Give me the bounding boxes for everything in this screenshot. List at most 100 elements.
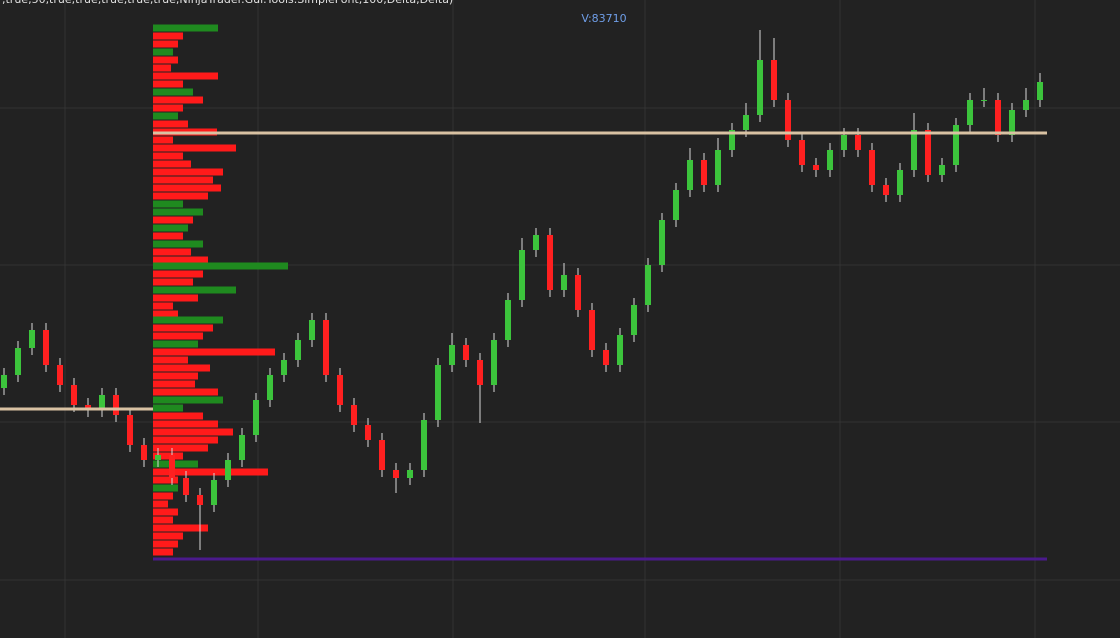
profile-bar xyxy=(153,436,218,444)
candle-body xyxy=(925,130,931,175)
profile-bar xyxy=(153,136,173,144)
levels xyxy=(0,131,1047,561)
candle-body xyxy=(883,185,889,195)
profile-bar xyxy=(153,468,268,476)
candle-body xyxy=(183,478,189,495)
profile-bar xyxy=(153,208,203,216)
volume-label: V:83710 xyxy=(581,12,626,25)
profile-bar xyxy=(153,420,218,428)
candle-body xyxy=(715,150,721,185)
profile-bar xyxy=(153,340,198,348)
candle-body xyxy=(897,170,903,195)
candle-body xyxy=(113,395,119,415)
profile-bar xyxy=(153,356,188,364)
candle-body xyxy=(659,220,665,265)
profile-bar xyxy=(153,80,183,88)
profile-bar xyxy=(153,294,198,302)
candle-body xyxy=(547,235,553,290)
candle-body xyxy=(575,275,581,310)
candle-body xyxy=(771,60,777,100)
profile-bar xyxy=(153,396,223,404)
profile-bar xyxy=(153,484,178,492)
candle-body xyxy=(351,405,357,425)
profile-bar xyxy=(153,248,191,256)
candle-body xyxy=(855,135,861,150)
candle-body xyxy=(239,435,245,460)
profile-bar xyxy=(153,168,223,176)
profile-bar xyxy=(153,48,173,56)
profile-bar xyxy=(153,120,188,128)
profile-bar xyxy=(153,412,203,420)
candle-body xyxy=(477,360,483,385)
candle-body xyxy=(589,310,595,350)
profile-bar xyxy=(153,508,178,516)
profile-bar xyxy=(153,40,178,48)
candle-body xyxy=(701,160,707,185)
candle-body xyxy=(519,250,525,300)
candle-body xyxy=(491,340,497,385)
candle-body xyxy=(967,100,973,125)
candle-body xyxy=(365,425,371,440)
profile-bar xyxy=(153,452,183,460)
volume-profile xyxy=(153,24,288,556)
candle-body xyxy=(953,125,959,165)
candle-body xyxy=(743,115,749,130)
profile-bar xyxy=(153,444,208,452)
profile-bar xyxy=(153,152,183,160)
candle-body xyxy=(1037,82,1043,100)
profile-bar xyxy=(153,524,208,532)
profile-bar xyxy=(153,372,198,380)
candle-body xyxy=(155,455,161,460)
candle-body xyxy=(169,455,175,478)
candle-body xyxy=(757,60,763,115)
candle-body xyxy=(995,100,1001,135)
candle-body xyxy=(449,345,455,365)
profile-bar xyxy=(153,428,233,436)
candle-body xyxy=(421,420,427,470)
candle-body xyxy=(533,235,539,250)
profile-bar xyxy=(153,404,183,412)
profile-bar xyxy=(153,24,218,32)
profile-bar xyxy=(153,516,173,524)
candle-body xyxy=(393,470,399,478)
profile-bar xyxy=(153,88,193,96)
candle-body xyxy=(841,135,847,150)
profile-bar xyxy=(153,302,173,310)
candle-body xyxy=(253,400,259,435)
profile-bar xyxy=(153,492,173,500)
profile-bar xyxy=(153,176,213,184)
candle-body xyxy=(337,375,343,405)
profile-bar xyxy=(153,262,288,270)
candle-body xyxy=(799,140,805,165)
candle-body xyxy=(505,300,511,340)
profile-bar xyxy=(153,348,275,356)
profile-bar xyxy=(153,316,223,324)
profile-bar xyxy=(153,56,178,64)
candle-body xyxy=(43,330,49,365)
candle-body xyxy=(141,445,147,460)
profile-bar xyxy=(153,64,171,72)
candle-body xyxy=(71,385,77,405)
candle-body xyxy=(435,365,441,420)
profile-bar xyxy=(153,232,183,240)
profile-bar xyxy=(153,324,213,332)
profile-bar xyxy=(153,364,210,372)
candle-body xyxy=(869,150,875,185)
profile-bar xyxy=(153,192,208,200)
candle-body xyxy=(463,345,469,360)
candle-body xyxy=(939,165,945,175)
profile-bar xyxy=(153,160,191,168)
profile-bar xyxy=(153,388,218,396)
candle-body xyxy=(197,495,203,505)
candle-body xyxy=(729,130,735,150)
candle-body xyxy=(1,375,7,388)
profile-bar xyxy=(153,278,193,286)
profile-bar xyxy=(153,286,236,294)
profile-bar xyxy=(153,540,178,548)
profile-bar xyxy=(153,310,178,318)
profile-bar xyxy=(153,460,198,468)
profile-bar xyxy=(153,104,183,112)
candle-body xyxy=(827,150,833,170)
profile-bar xyxy=(153,270,203,278)
candle-body xyxy=(99,395,105,410)
